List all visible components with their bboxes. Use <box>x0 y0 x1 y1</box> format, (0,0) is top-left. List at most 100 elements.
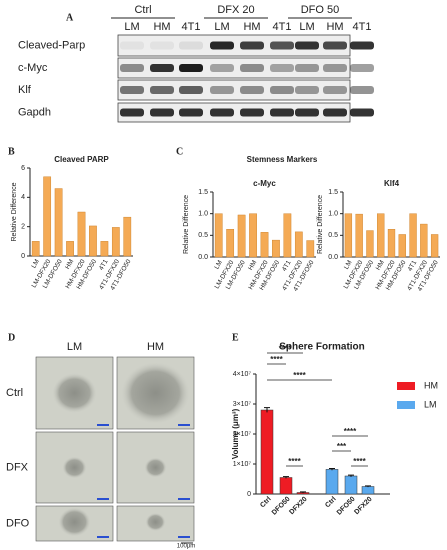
significance-label: **** <box>353 457 366 466</box>
bar <box>355 213 363 258</box>
band <box>295 41 319 50</box>
significance-label: **** <box>288 457 301 466</box>
band <box>350 86 374 94</box>
bar <box>361 486 375 495</box>
bar <box>325 469 339 495</box>
band <box>295 108 319 117</box>
row-label: Ctrl <box>6 387 23 399</box>
bar <box>77 211 86 257</box>
x-tick-label: LM <box>343 259 354 270</box>
bar <box>283 213 292 258</box>
x-tick-label: LM <box>30 258 41 269</box>
band <box>120 108 144 117</box>
band <box>323 64 347 72</box>
band <box>350 41 374 50</box>
chart-title: Cleaved PARP <box>54 155 109 164</box>
spheroid <box>52 373 97 413</box>
x-tick-label: Ctrl <box>324 496 338 510</box>
column-label: LM <box>67 341 82 353</box>
y-tick-label: 0.0 <box>328 254 338 261</box>
bar <box>260 409 274 495</box>
bar <box>123 216 132 257</box>
x-tick-label: DFO50 <box>336 496 357 517</box>
row-label: Gapdh <box>18 106 51 118</box>
bar <box>344 213 353 258</box>
y-axis-label: Volume (μm³) <box>231 408 240 459</box>
bar <box>430 234 439 258</box>
x-tick-label: DFX20 <box>288 496 308 516</box>
band <box>179 86 203 94</box>
y-axis-label: Relative Difference <box>183 195 190 254</box>
y-tick-label: 0.0 <box>198 254 208 261</box>
x-tick-label: HM <box>247 259 258 271</box>
bar <box>272 239 280 258</box>
y-tick-label: 4×10⁷ <box>233 371 252 378</box>
x-tick-label: LM <box>213 259 224 270</box>
bar <box>377 213 385 258</box>
legend-label: LM <box>424 399 437 409</box>
y-tick-label: 1.0 <box>328 211 338 218</box>
bar <box>260 232 269 258</box>
x-tick-label: DFO50 <box>271 496 292 517</box>
bar <box>214 213 223 258</box>
bar <box>237 214 246 258</box>
scale-bar <box>97 424 109 426</box>
y-tick-label: 0 <box>21 253 25 260</box>
blot-strip <box>117 57 351 79</box>
band <box>270 41 294 50</box>
band <box>323 108 347 117</box>
scale-bar <box>97 498 109 500</box>
chart-title: Klf4 <box>384 179 400 188</box>
band <box>240 108 264 117</box>
band <box>323 41 347 50</box>
band <box>120 86 144 94</box>
band <box>179 108 203 117</box>
y-tick-label: 0 <box>247 491 251 498</box>
y-tick-label: 4 <box>21 194 25 201</box>
bar <box>409 213 417 258</box>
legend-swatch <box>397 401 415 409</box>
spheroid <box>145 513 166 531</box>
band <box>240 41 264 50</box>
band <box>210 86 234 94</box>
y-tick-label: 3×10⁷ <box>233 401 252 408</box>
row-label: DFO <box>6 517 30 529</box>
bar <box>366 230 374 258</box>
band <box>350 64 374 72</box>
band <box>210 41 234 50</box>
bar <box>420 223 428 258</box>
panel-label: A <box>66 12 74 23</box>
spheroid <box>58 507 91 537</box>
bar <box>226 229 235 258</box>
x-tick-label: 4T1 <box>281 259 293 273</box>
lane-label: 4T1 <box>273 21 292 33</box>
band <box>150 64 174 72</box>
y-tick-label: 2 <box>21 224 25 231</box>
lane-label: 4T1 <box>182 21 201 33</box>
bar <box>249 213 257 258</box>
band <box>350 108 374 117</box>
scale-label: 100μm <box>177 544 195 550</box>
legend-swatch <box>397 382 415 390</box>
row-label: Cleaved-Parp <box>18 39 85 51</box>
band <box>240 86 264 94</box>
panel-label: E <box>232 332 239 343</box>
chart-title: Sphere Formation <box>279 342 365 353</box>
section-title: Stemness Markers <box>247 155 318 164</box>
band <box>295 86 319 94</box>
band <box>270 108 294 117</box>
band <box>150 108 174 117</box>
panel-label: D <box>8 332 15 343</box>
bar <box>398 234 406 258</box>
band <box>210 108 234 117</box>
band <box>179 41 203 50</box>
significance-label: **** <box>344 427 357 436</box>
y-tick-label: 1.5 <box>198 189 208 196</box>
lane-label: LM <box>214 21 229 33</box>
bar <box>306 240 315 258</box>
band <box>150 86 174 94</box>
significance-label: **** <box>279 344 292 353</box>
bar <box>294 231 303 258</box>
y-axis-label: Relative Difference <box>317 195 324 254</box>
band <box>120 64 144 72</box>
